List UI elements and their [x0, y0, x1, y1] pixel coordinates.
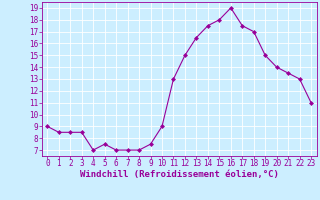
- X-axis label: Windchill (Refroidissement éolien,°C): Windchill (Refroidissement éolien,°C): [80, 170, 279, 179]
